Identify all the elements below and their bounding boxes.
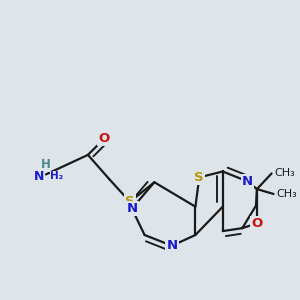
Text: S: S [125,195,135,208]
Text: O: O [251,217,262,230]
Text: CH₃: CH₃ [277,189,297,199]
Text: H₂: H₂ [50,171,63,182]
Text: N: N [34,170,44,183]
Text: CH₃: CH₃ [274,168,295,178]
Text: N: N [126,202,137,215]
Text: N: N [167,239,178,252]
Text: O: O [98,132,109,145]
Text: N: N [242,175,253,188]
Text: H: H [41,158,51,171]
Text: S: S [194,171,204,184]
